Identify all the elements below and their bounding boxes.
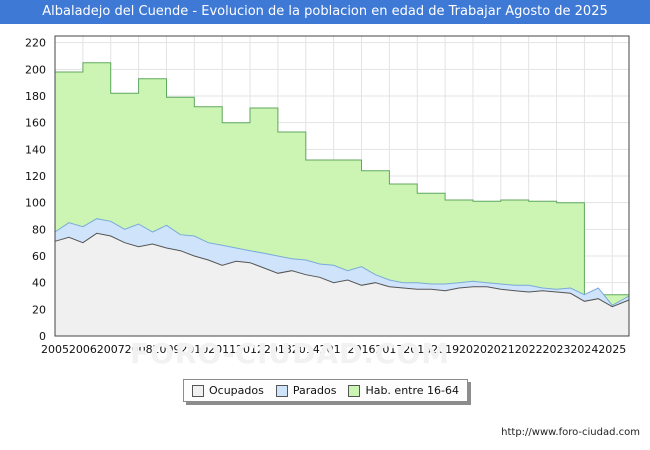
- x-tick-label-2015: 2015: [320, 343, 348, 356]
- x-tick-label-2012: 2012: [236, 343, 264, 356]
- x-tick-label-2011: 2011: [208, 343, 236, 356]
- y-tick-label-0: 0: [39, 330, 46, 343]
- line-parados: [54, 218, 630, 306]
- legend-swatch-ocupados: [191, 384, 204, 397]
- x-tick-label-2006: 2006: [69, 343, 97, 356]
- legend-item-ocupados: Ocupados: [191, 384, 264, 397]
- legend-item-parados: Parados: [275, 384, 337, 397]
- source-link[interactable]: http://www.foro-ciudad.com: [501, 427, 640, 438]
- x-tick-label-2021: 2021: [487, 343, 515, 356]
- x-tick-label-2023: 2023: [543, 343, 571, 356]
- line-ocupados: [54, 232, 630, 308]
- plot-frame: [54, 35, 630, 337]
- x-tick-label-2025: 2025: [598, 343, 626, 356]
- x-tick-label-2007: 2007: [97, 343, 125, 356]
- y-tick-label-40: 40: [32, 277, 46, 290]
- legend-label-parados: Parados: [292, 384, 337, 397]
- y-tick-label-220: 220: [25, 37, 46, 50]
- y-tick-label-140: 140: [25, 143, 46, 156]
- x-tick-label-2018: 2018: [403, 343, 431, 356]
- line-hab-entre-16-64: [55, 62, 629, 296]
- x-tick-label-2010: 2010: [180, 343, 208, 356]
- x-tick-label-2005: 2005: [41, 343, 69, 356]
- x-tick-label-2022: 2022: [515, 343, 543, 356]
- y-tick-label-180: 180: [25, 90, 46, 103]
- x-tick-label-2013: 2013: [264, 343, 292, 356]
- legend-label-ocupados: Ocupados: [208, 384, 264, 397]
- x-tick-label-2020: 2020: [459, 343, 487, 356]
- x-tick-label-2009: 2009: [152, 343, 180, 356]
- y-tick-label-80: 80: [32, 223, 46, 236]
- legend: Ocupados Parados Hab. entre 16-64: [183, 379, 468, 402]
- x-tick-label-2024: 2024: [570, 343, 598, 356]
- y-tick-label-20: 20: [32, 303, 46, 316]
- chart-title: Albaladejo del Cuende - Evolucion de la …: [0, 0, 650, 24]
- watermark: FORO-CIUDAD.COM: [130, 337, 451, 370]
- y-tick-label-200: 200: [25, 63, 46, 76]
- legend-swatch-habitantes: [348, 384, 361, 397]
- x-tick-label-2019: 2019: [431, 343, 459, 356]
- x-tick-label-2017: 2017: [375, 343, 403, 356]
- legend-label-habitantes: Hab. entre 16-64: [365, 384, 459, 397]
- legend-item-habitantes: Hab. entre 16-64: [348, 384, 459, 397]
- area-ocupados: [55, 233, 629, 336]
- x-tick-label-2016: 2016: [348, 343, 376, 356]
- y-tick-label-120: 120: [25, 170, 46, 183]
- x-tick-label-2014: 2014: [292, 343, 320, 356]
- x-tick-label-2008: 2008: [125, 343, 153, 356]
- y-tick-label-160: 160: [25, 117, 46, 130]
- y-tick-label-100: 100: [25, 197, 46, 210]
- legend-swatch-parados: [275, 384, 288, 397]
- y-tick-label-60: 60: [32, 250, 46, 263]
